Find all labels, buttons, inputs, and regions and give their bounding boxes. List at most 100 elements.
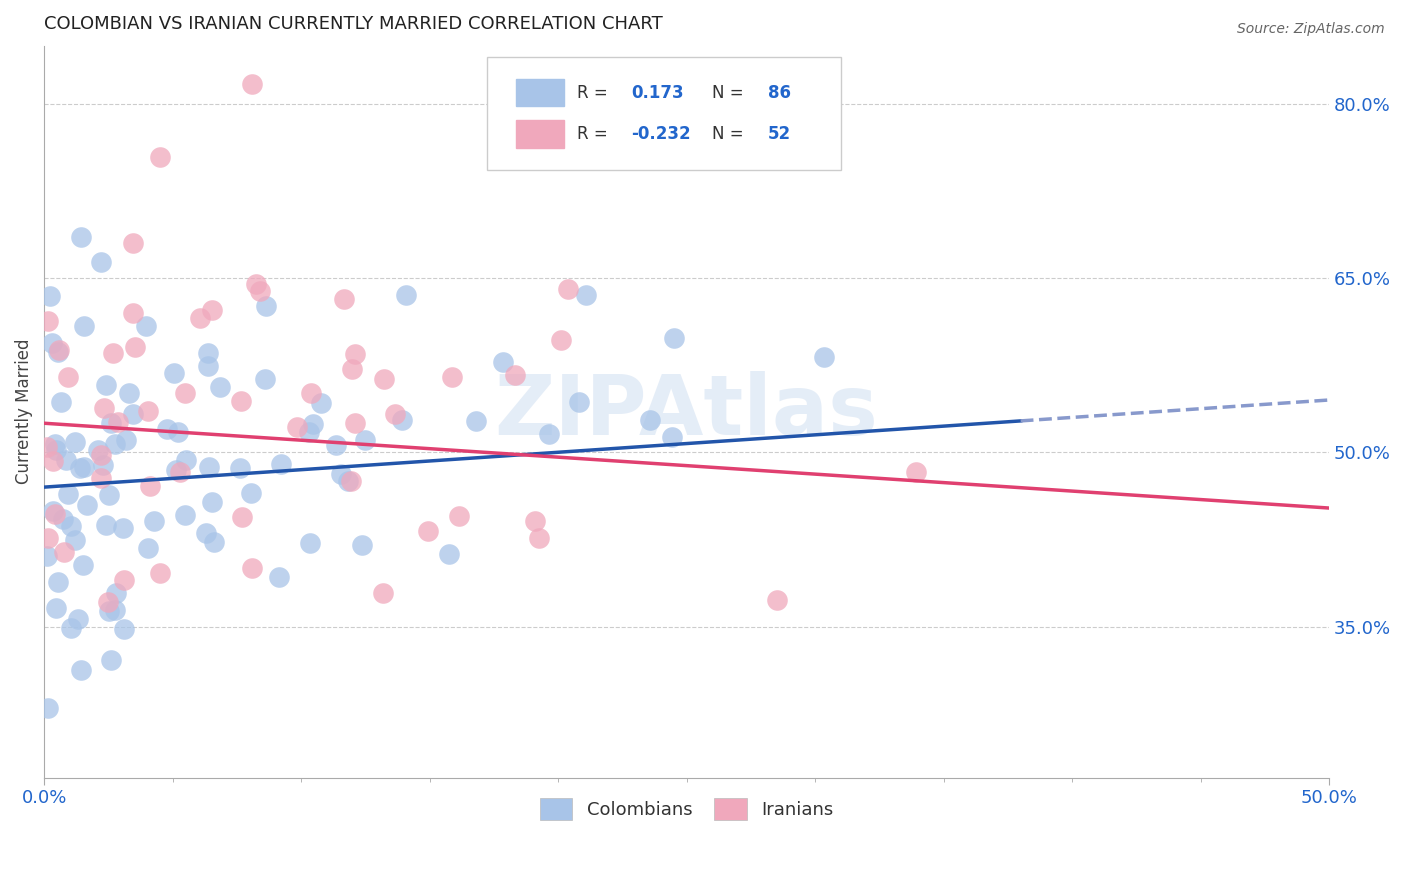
Text: COLOMBIAN VS IRANIAN CURRENTLY MARRIED CORRELATION CHART: COLOMBIAN VS IRANIAN CURRENTLY MARRIED C…: [44, 15, 662, 33]
Point: [285, 420, 308, 434]
Point: [35, 549, 58, 564]
Point: [169, 465, 191, 479]
Point: [550, 333, 572, 347]
Text: Source: ZipAtlas.com: Source: ZipAtlas.com: [1237, 22, 1385, 37]
Point: [69, 663, 91, 677]
Point: [343, 347, 366, 361]
Point: [37, 531, 59, 545]
Point: [48, 343, 70, 357]
Point: [299, 385, 322, 400]
Point: [441, 370, 464, 384]
Point: [354, 433, 377, 447]
Point: [105, 586, 128, 600]
Point: [391, 412, 413, 426]
Point: [527, 532, 550, 546]
Point: [301, 417, 323, 432]
Point: [905, 465, 928, 479]
Point: [167, 425, 190, 440]
Point: [104, 437, 127, 451]
Point: [87, 442, 110, 457]
Point: [76, 498, 98, 512]
Point: [537, 426, 560, 441]
Point: [343, 416, 366, 430]
Point: [44, 437, 66, 451]
Point: [156, 422, 179, 436]
Point: [202, 535, 225, 549]
Text: ZIPAtlas: ZIPAtlas: [495, 371, 879, 452]
Point: [249, 284, 271, 298]
Point: [139, 479, 162, 493]
Point: [340, 475, 363, 489]
Point: [332, 292, 354, 306]
Point: [60, 621, 83, 635]
Point: [299, 536, 322, 550]
Point: [60, 519, 83, 533]
Point: [100, 416, 122, 430]
Point: [439, 547, 461, 561]
Point: [194, 525, 217, 540]
Point: [90, 471, 112, 485]
Point: [72, 558, 94, 572]
Point: [52, 512, 75, 526]
Point: [56, 370, 79, 384]
Point: [112, 520, 135, 534]
Point: [254, 299, 277, 313]
Point: [240, 78, 263, 92]
Point: [121, 408, 143, 422]
Text: 86: 86: [768, 84, 790, 102]
Text: N =: N =: [713, 125, 744, 144]
Point: [523, 514, 546, 528]
Point: [325, 438, 347, 452]
Point: [201, 303, 224, 318]
Point: [416, 524, 439, 538]
Point: [56, 486, 79, 500]
Point: [35, 441, 58, 455]
Point: [73, 459, 96, 474]
Point: [298, 425, 321, 439]
Point: [197, 359, 219, 374]
Point: [69, 460, 91, 475]
Point: [447, 509, 470, 524]
Point: [245, 277, 267, 292]
Point: [176, 453, 198, 467]
Point: [122, 235, 145, 250]
Point: [103, 346, 125, 360]
Legend: Colombians, Iranians: Colombians, Iranians: [533, 790, 841, 827]
Point: [253, 372, 276, 386]
FancyBboxPatch shape: [516, 78, 564, 106]
Point: [135, 319, 157, 334]
Point: [41, 336, 63, 351]
Point: [66, 612, 89, 626]
Point: [70, 230, 93, 244]
Point: [384, 407, 406, 421]
FancyBboxPatch shape: [516, 120, 564, 148]
Point: [165, 463, 187, 477]
Point: [63, 533, 86, 547]
Point: [115, 433, 138, 447]
Point: [342, 362, 364, 376]
Point: [574, 287, 596, 301]
Text: -0.232: -0.232: [631, 125, 690, 144]
Point: [100, 653, 122, 667]
Point: [104, 602, 127, 616]
Point: [201, 495, 224, 509]
Point: [63, 435, 86, 450]
Point: [350, 538, 373, 552]
Point: [395, 288, 418, 302]
Point: [96, 378, 118, 392]
Point: [664, 331, 686, 345]
Text: 0.173: 0.173: [631, 84, 683, 102]
Point: [231, 509, 253, 524]
Point: [142, 514, 165, 528]
Point: [640, 413, 662, 427]
Point: [45, 600, 67, 615]
Point: [174, 385, 197, 400]
Point: [229, 394, 252, 409]
Point: [240, 486, 263, 500]
Text: R =: R =: [578, 125, 609, 144]
Point: [107, 415, 129, 429]
Point: [149, 566, 172, 580]
Point: [98, 488, 121, 502]
Text: R =: R =: [578, 84, 609, 102]
Point: [94, 517, 117, 532]
